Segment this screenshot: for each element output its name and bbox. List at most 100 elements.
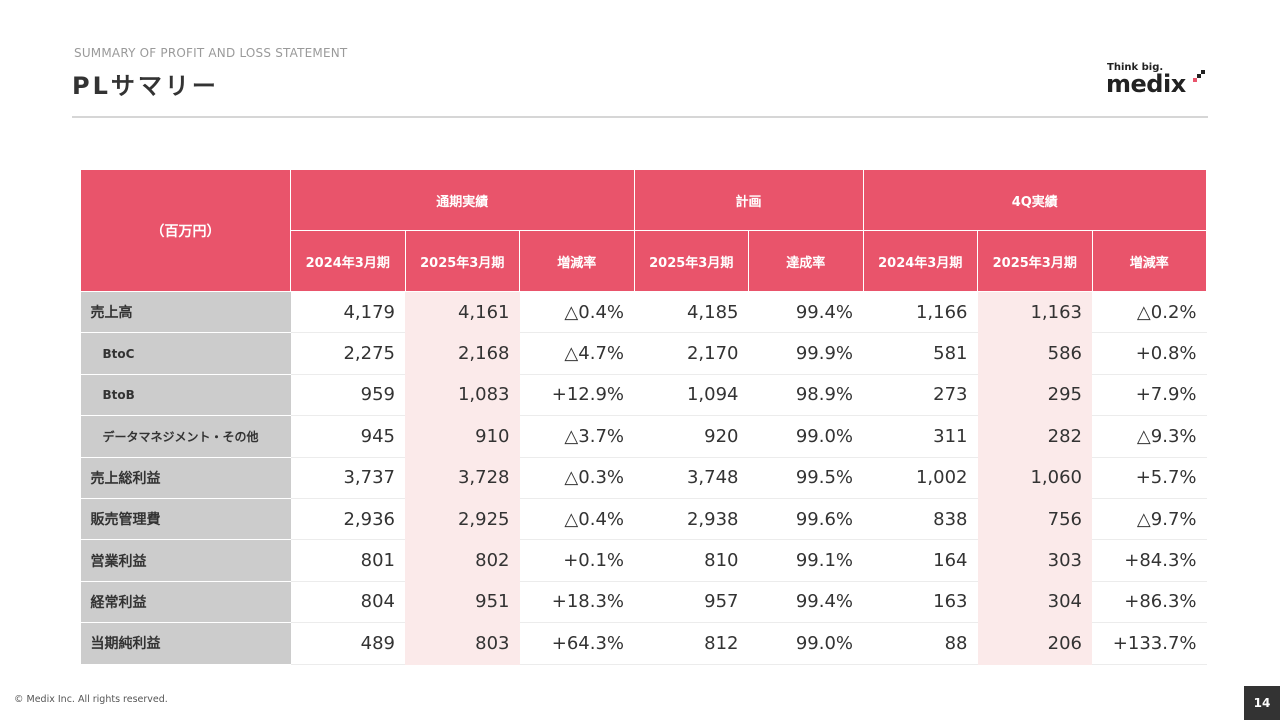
table-cell: +133.7% [1092,622,1207,665]
table-cell: +12.9% [519,374,634,417]
table-cell: 910 [405,415,520,458]
table-cell: 1,060 [977,457,1092,499]
row-label: BtoB [80,374,291,417]
table-cell: 2,170 [634,332,749,375]
table-cell: 945 [290,415,405,458]
table-cell: 99.5% [748,457,863,499]
table-cell: 1,083 [405,374,520,417]
table-cell: +7.9% [1092,374,1207,417]
table-cell: 802 [405,539,520,582]
table-row: 当期純利益 489 803 +64.3% 812 99.0% 88 206 +133.7% [80,622,1207,665]
row-label: 売上高 [80,291,291,334]
row-label: 営業利益 [80,539,291,582]
title-divider [72,116,1208,118]
table-cell: +0.8% [1092,332,1207,375]
table-cell: 586 [977,332,1092,375]
table-row: 販売管理費 2,936 2,925 △0.4% 2,938 99.6% 838 756 △9.7… [80,498,1207,541]
table-cell: 3,737 [290,457,405,499]
page-title: PLサマリー [72,72,219,100]
row-label: 売上総利益 [80,457,291,499]
row-label: 当期純利益 [80,622,291,665]
table-cell: 3,748 [634,457,749,499]
table-cell: △0.4% [519,498,634,541]
table-cell: 206 [977,622,1092,665]
table-cell: 4,161 [405,291,520,334]
table-cell: △9.7% [1092,498,1207,541]
table-cell: 4,179 [290,291,405,334]
table-cell: 810 [634,539,749,582]
table-body: 売上高 4,179 4,161 △0.4% 4,185 99.4% 1,166 1,163 △0… [80,291,1207,665]
table-cell: 920 [634,415,749,458]
table-cell: △4.7% [519,332,634,375]
page-subtitle: SUMMARY OF PROFIT AND LOSS STATEMENT [74,46,348,60]
table-cell: 163 [863,581,978,624]
column-header: 達成率 [748,230,864,292]
table-row: 営業利益 801 802 +0.1% 810 99.1% 164 303 +84.3% [80,539,1207,582]
table-cell: 2,936 [290,498,405,541]
unit-header: （百万円） [80,169,291,292]
table-cell: 838 [863,498,978,541]
table-cell: +0.1% [519,539,634,582]
table-row: 経常利益 804 951 +18.3% 957 99.4% 163 304 +86.3% [80,581,1207,624]
table-cell: 303 [977,539,1092,582]
column-header: 増減率 [519,230,635,292]
table-cell: +18.3% [519,581,634,624]
copyright-notice: © Medix Inc. All rights reserved. [14,694,168,705]
table-cell: 804 [290,581,405,624]
table-cell: 756 [977,498,1092,541]
company-logo: Think big. medix [1106,62,1210,98]
table-cell: 2,925 [405,498,520,541]
table-cell: 3,728 [405,457,520,499]
group-header-full-year-actual: 通期実績 [290,169,635,231]
row-label: 販売管理費 [80,498,291,541]
table-cell: +64.3% [519,622,634,665]
table-cell: △0.2% [1092,291,1207,334]
column-header: 2025年3月期 [633,230,749,292]
row-label: データマネジメント・その他 [80,415,291,458]
table-cell: 1,002 [863,457,978,499]
column-header: 2024年3月期 [862,230,978,292]
table-cell: 311 [863,415,978,458]
table-cell: +86.3% [1092,581,1207,624]
table-cell: 99.0% [748,415,863,458]
row-label: BtoC [80,332,291,375]
table-row: データマネジメント・その他 945 910 △3.7% 920 99.0% 311 282 △9… [80,415,1207,458]
table-cell: △0.4% [519,291,634,334]
table-cell: 99.1% [748,539,863,582]
table-row: BtoB 959 1,083 +12.9% 1,094 98.9% 273 295 +7.9% [80,374,1207,417]
column-header: 2025年3月期 [977,230,1093,292]
logo-wordmark: medix [1106,70,1186,98]
table-cell: 99.0% [748,622,863,665]
group-header-plan: 計画 [633,169,864,231]
column-header: 2024年3月期 [290,230,406,292]
page-number: 14 [1244,686,1280,720]
table-cell: 1,166 [863,291,978,334]
table-cell: +84.3% [1092,539,1207,582]
table-cell: 489 [290,622,405,665]
table-cell: 2,168 [405,332,520,375]
table-cell: 282 [977,415,1092,458]
table-cell: 273 [863,374,978,417]
table-cell: 99.9% [748,332,863,375]
table-cell: 959 [290,374,405,417]
table-cell: 951 [405,581,520,624]
pl-summary-table: （百万円） 通期実績 計画 4Q実績 2024年3月期 2025年3月期 増減率… [80,169,1207,665]
table-cell: 99.6% [748,498,863,541]
table-cell: 957 [634,581,749,624]
column-header: 2025年3月期 [404,230,520,292]
group-header-4q-actual: 4Q実績 [862,169,1207,231]
table-cell: 803 [405,622,520,665]
table-cell: 1,163 [977,291,1092,334]
table-cell: 581 [863,332,978,375]
table-row: 売上高 4,179 4,161 △0.4% 4,185 99.4% 1,166 1,163 △0… [80,291,1207,334]
table-cell: △3.7% [519,415,634,458]
table-cell: 1,094 [634,374,749,417]
table-cell: 801 [290,539,405,582]
table-cell: 99.4% [748,291,863,334]
table-cell: 2,938 [634,498,749,541]
table-cell: 98.9% [748,374,863,417]
row-label: 経常利益 [80,581,291,624]
table-cell: 304 [977,581,1092,624]
logo-tagline: Think big. [1107,62,1164,73]
column-header: 増減率 [1091,230,1207,292]
